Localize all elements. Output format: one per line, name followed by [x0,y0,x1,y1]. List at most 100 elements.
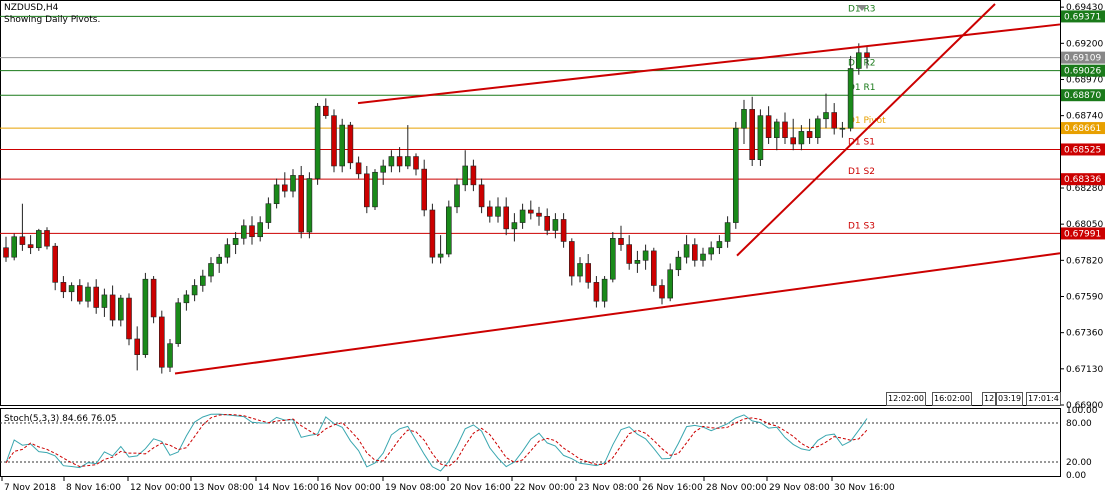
candle-body [257,222,264,238]
candle-body [585,263,592,283]
stoch-level-label: 100.00 [1066,406,1098,416]
price-label-text: 0.69371 [1064,12,1101,22]
time-tick-label: 23 Nov 08:00 [578,483,639,493]
candle-body [700,253,706,261]
candle-body [118,297,124,321]
candle-body [77,285,83,302]
stoch-level-label: 0.00 [1066,471,1086,481]
price-label-text: 0.68870 [1064,91,1101,101]
candle-body [396,156,403,167]
price-label-box [1061,10,1105,23]
trendline [174,252,1061,375]
price-label-text: 0.68525 [1064,145,1101,155]
stoch-level-label: 20.00 [1066,458,1092,468]
pivot-label: D1 Pivot [848,116,886,126]
candle-body [191,285,198,296]
price-label-box [1061,173,1105,186]
candle-body [814,118,821,138]
candle-body [527,209,534,214]
stoch-main-line [5,413,868,472]
symbol-label: NZDUSD,H4 [4,3,59,13]
pivot-label: D1 S1 [848,137,875,147]
candle-body [495,206,501,217]
time-tick-label: 30 Nov 16:00 [834,483,895,493]
candle-body [175,302,181,344]
candle-body [437,253,444,258]
candle-body [380,165,387,173]
candle-body [126,297,132,340]
candle-body [536,212,542,217]
time-tick-label: 19 Nov 08:00 [385,483,446,493]
candle-body [659,285,665,299]
candle-body [626,244,633,264]
time-tick-label: 8 Nov 16:00 [66,483,121,493]
candle-body [109,294,116,321]
candle-body [52,245,59,283]
price-tick-label: 0.67130 [1066,365,1103,375]
price-label-box [1061,89,1105,102]
candle-body [519,209,526,223]
candle-body [142,278,149,355]
price-tick-label: 0.69430 [1066,3,1103,13]
time-tick-label: 14 Nov 16:00 [258,483,319,493]
candle-body [560,219,567,242]
timebar-box: 03:19 [996,392,1024,406]
candle-body [314,105,321,179]
shift-marker-icon [857,5,867,11]
trendline [736,3,996,257]
candle-body [716,241,723,249]
candle-body [847,68,854,129]
price-label-text: 0.68661 [1064,124,1101,134]
candle-body [241,225,247,239]
price-tick-label: 0.68280 [1066,184,1103,194]
candle-body [470,165,477,186]
candle-body [568,241,575,277]
candle-body [101,294,108,308]
stoch-label: Stoch(5,3,3) 84.66 76.05 [4,414,117,424]
timebar-box: 17:01:4 [1026,392,1061,406]
time-tick-label: 12 Nov 00:00 [130,483,191,493]
candle-body [691,244,698,261]
price-tick-label: 0.67590 [1066,292,1103,302]
candle-body [864,52,870,58]
candle-body [429,209,436,258]
candle-body [281,184,288,192]
candle-body [503,206,510,230]
candle-body [159,316,165,368]
candle-body [68,285,75,293]
candle-body [618,238,624,245]
candle-body [552,219,559,231]
time-tick-label: 20 Nov 16:00 [450,483,511,493]
candle-body [363,173,370,208]
stoch-signal-line [5,413,868,468]
candle-body [667,269,674,299]
candle-body [609,238,616,280]
pivot-label: D1 R2 [848,59,876,69]
time-tick-label: 28 Nov 00:00 [706,483,767,493]
candle-body [642,250,649,261]
candle-body [331,115,337,167]
price-label-box [1061,227,1105,240]
candle-body [577,263,583,277]
candle-body [798,131,805,145]
candle-body [839,127,846,130]
price-label-box [1061,143,1105,156]
main-panel-frame [0,0,1061,406]
indicator-panel-frame [0,408,1061,477]
candle-body [273,184,280,205]
price-tick-label: 0.67820 [1066,256,1103,266]
stoch-level-label: 80.00 [1066,419,1092,429]
price-label-box [1061,51,1105,64]
candle-body [183,294,190,304]
candle-body [150,278,157,318]
candle-body [167,343,173,368]
candle-body [749,109,756,160]
time-tick-label: 29 Nov 08:00 [769,483,830,493]
candle-body [134,338,140,355]
pivot-subtitle: Showing Daily Pivots. [4,15,101,25]
price-tick-label: 0.67360 [1066,329,1103,339]
candle-body [421,168,428,211]
candle-body [232,238,239,245]
